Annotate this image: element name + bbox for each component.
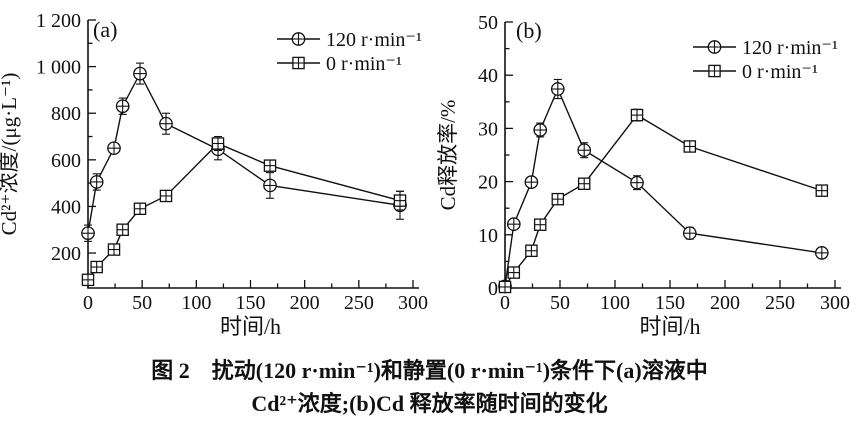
legend-label: 120 r·min⁻¹	[326, 29, 422, 51]
y-tick-label: 200	[51, 243, 81, 265]
tick-labels: 0 50 100 150 200 250 300 0 10 20 30 40 50	[478, 12, 850, 314]
y-tick-label: 600	[51, 150, 81, 172]
x-tick-label: 100	[181, 292, 211, 314]
data-point-marker-0	[263, 159, 277, 172]
x-tick-label: 250	[344, 292, 374, 314]
y-tick-label: 50	[478, 12, 498, 34]
x-tick-label: 300	[398, 292, 428, 314]
data-point-marker-legend	[707, 40, 722, 54]
legend-label: 120 r·min⁻¹	[742, 37, 838, 59]
x-tick-label: 150	[655, 292, 685, 314]
y-axis-label: Cd释放率/%	[436, 100, 460, 211]
caption-line-2: Cd²⁺浓度;(b)Cd 释放率随时间的变化	[251, 391, 608, 416]
x-tick-label: 50	[550, 292, 570, 314]
data-point-marker-0	[393, 194, 407, 207]
error-bars-120	[501, 78, 826, 290]
data-point-marker-legend	[291, 32, 306, 46]
y-tick-label: 400	[51, 196, 81, 218]
y-tick-label: 10	[478, 225, 498, 247]
y-tick-label: 20	[478, 172, 498, 194]
data-point-marker-0	[507, 266, 521, 279]
x-tick-label: 50	[132, 292, 152, 314]
x-tick-label: 300	[820, 292, 850, 314]
y-axis-label: Cd²⁺浓度/(μg·L⁻¹)	[0, 73, 21, 236]
series-line-120	[504, 87, 822, 287]
data-point-marker-0	[159, 189, 173, 203]
series-120	[498, 78, 829, 294]
y-tick-label: 1 200	[36, 10, 81, 32]
series-120	[81, 62, 407, 242]
data-point-marker-120	[524, 175, 539, 189]
y-tick-label: 800	[51, 103, 81, 125]
x-tick-label: 150	[236, 292, 266, 314]
data-point-marker-legend	[292, 56, 305, 70]
data-point-marker-legend	[708, 64, 721, 78]
data-point-marker-0	[577, 177, 591, 190]
data-point-marker-120	[682, 226, 697, 241]
legend: 120 r·min⁻¹0 r·min⁻¹	[277, 29, 422, 75]
error-bars-0	[84, 135, 404, 284]
x-tick-label: 200	[290, 292, 320, 314]
data-point-marker-120	[107, 141, 121, 156]
x-axis-label: 时间/h	[639, 314, 700, 339]
data-point-marker-0	[683, 140, 697, 153]
data-point-marker-0	[133, 202, 147, 216]
y-tick-label: 1 000	[36, 57, 81, 79]
x-axis-label: 时间/h	[220, 314, 281, 339]
data-point-marker-0	[551, 192, 565, 206]
data-point-marker-120	[577, 143, 592, 158]
data-point-marker-120	[533, 123, 548, 137]
y-tick-label: 40	[478, 65, 498, 87]
legend-label: 0 r·min⁻¹	[742, 61, 818, 83]
x-tick-label: 0	[83, 292, 93, 314]
data-point-marker-0	[498, 280, 512, 294]
charts-row: 0 50 100 150 200 250 300 200 400 600 800 1 000 1 200…	[0, 10, 850, 339]
data-point-marker-120	[159, 116, 173, 131]
tick-labels: 0 50 100 150 200 250 300 200 400 600 800 1 000 1 200	[36, 10, 428, 314]
y-tick-label: 0	[488, 278, 498, 300]
x-tick-label: 0	[500, 292, 510, 314]
figure-caption: 图 2 扰动(120 r·min⁻¹)和静置(0 r·min⁻¹)条件下(a)溶…	[0, 340, 859, 420]
data-point-marker-0	[630, 108, 644, 122]
legend: 120 r·min⁻¹0 r·min⁻¹	[693, 37, 838, 83]
data-point-marker-0	[81, 273, 95, 287]
data-point-marker-120	[630, 175, 644, 190]
series-0	[498, 108, 829, 294]
data-point-marker-0	[533, 218, 547, 231]
data-point-marker-120	[814, 246, 829, 260]
data-point-marker-0	[525, 244, 538, 258]
series-0	[81, 135, 407, 287]
y-tick-label: 30	[478, 118, 498, 140]
chart-a: 0 50 100 150 200 250 300 200 400 600 800 1 000 1 200…	[0, 10, 428, 339]
caption-line-1: 图 2 扰动(120 r·min⁻¹)和静置(0 r·min⁻¹)条件下(a)溶…	[151, 358, 708, 383]
data-point-marker-0	[815, 184, 829, 197]
x-tick-label: 250	[765, 292, 795, 314]
legend-label: 0 r·min⁻¹	[326, 53, 402, 75]
data-point-marker-120	[81, 226, 95, 241]
data-point-marker-120	[506, 217, 521, 232]
data-point-marker-0	[116, 223, 129, 236]
x-tick-label: 200	[710, 292, 740, 314]
panel-label: (a)	[93, 17, 117, 42]
data-point-marker-0	[90, 260, 103, 274]
data-point-marker-120	[89, 175, 104, 189]
error-bars-0	[501, 108, 826, 290]
chart-b: 0 50 100 150 200 250 300 0 10 20 30 40 50 (b) 120 r·mi…	[436, 12, 850, 339]
x-tick-label: 100	[600, 292, 630, 314]
data-point-marker-0	[107, 243, 121, 256]
data-point-marker-0	[211, 137, 225, 150]
panel-label: (b)	[516, 18, 542, 43]
data-point-marker-120	[115, 99, 130, 114]
data-point-marker-120	[133, 66, 147, 81]
data-point-marker-120	[550, 82, 565, 96]
data-point-marker-120	[263, 178, 277, 193]
